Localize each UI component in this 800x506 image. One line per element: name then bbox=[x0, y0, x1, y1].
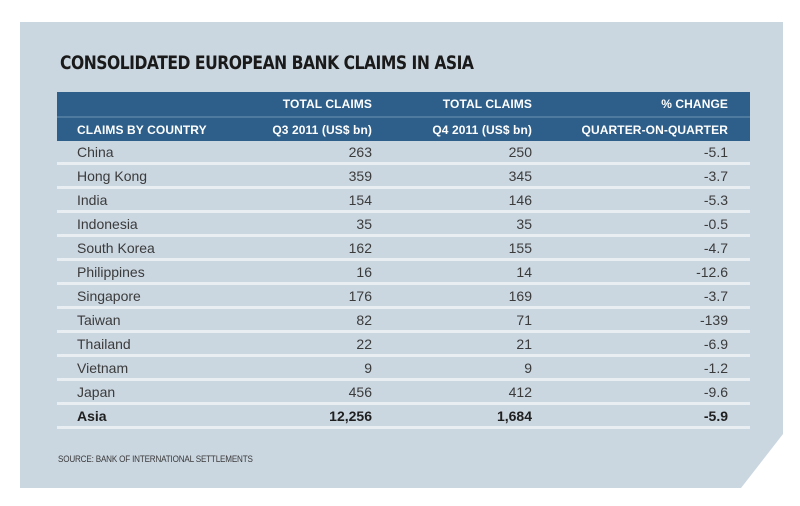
q4-cell: 155 bbox=[394, 235, 554, 261]
table-row: Thailand 22 21 -6.9 bbox=[57, 331, 750, 357]
q3-cell: 82 bbox=[237, 307, 394, 333]
q3-cell: 16 bbox=[237, 259, 394, 285]
country-cell: Taiwan bbox=[57, 307, 237, 333]
total-q3-cell: 12,256 bbox=[237, 403, 394, 429]
change-cell: -139 bbox=[554, 307, 750, 333]
q4-cell: 21 bbox=[394, 331, 554, 357]
country-cell: China bbox=[57, 141, 237, 165]
header-cell: Q4 2011 (US$ bn) bbox=[394, 116, 554, 141]
change-cell: -3.7 bbox=[554, 163, 750, 189]
header-cell: % CHANGE bbox=[554, 92, 750, 117]
change-cell: -1.2 bbox=[554, 355, 750, 381]
country-cell: Vietnam bbox=[57, 355, 237, 381]
header-cell: QUARTER-ON-QUARTER bbox=[554, 116, 750, 141]
change-cell: -9.6 bbox=[554, 379, 750, 405]
table-row: South Korea 162 155 -4.7 bbox=[57, 235, 750, 261]
infographic-panel: CONSOLIDATED EUROPEAN BANK CLAIMS IN ASI… bbox=[20, 22, 783, 488]
q3-cell: 162 bbox=[237, 235, 394, 261]
change-cell: -5.3 bbox=[554, 187, 750, 213]
table-row: Taiwan 82 71 -139 bbox=[57, 307, 750, 333]
country-cell: Singapore bbox=[57, 283, 237, 309]
table-row: Hong Kong 359 345 -3.7 bbox=[57, 163, 750, 189]
q3-cell: 263 bbox=[237, 141, 394, 165]
total-label-cell: Asia bbox=[57, 403, 237, 429]
q3-cell: 456 bbox=[237, 379, 394, 405]
q3-cell: 176 bbox=[237, 283, 394, 309]
country-cell: India bbox=[57, 187, 237, 213]
country-cell: Japan bbox=[57, 379, 237, 405]
table-row: Japan 456 412 -9.6 bbox=[57, 379, 750, 405]
change-cell: -5.1 bbox=[554, 141, 750, 165]
q3-cell: 154 bbox=[237, 187, 394, 213]
change-cell: -0.5 bbox=[554, 211, 750, 237]
header-row-2: CLAIMS BY COUNTRY Q3 2011 (US$ bn) Q4 20… bbox=[57, 116, 750, 141]
q4-cell: 35 bbox=[394, 211, 554, 237]
q4-cell: 250 bbox=[394, 141, 554, 165]
country-cell: Hong Kong bbox=[57, 163, 237, 189]
header-cell: CLAIMS BY COUNTRY bbox=[57, 116, 237, 141]
total-q4-cell: 1,684 bbox=[394, 403, 554, 429]
total-change-cell: -5.9 bbox=[554, 403, 750, 429]
q4-cell: 169 bbox=[394, 283, 554, 309]
change-cell: -3.7 bbox=[554, 283, 750, 309]
change-cell: -12.6 bbox=[554, 259, 750, 285]
q4-cell: 412 bbox=[394, 379, 554, 405]
header-cell: TOTAL CLAIMS bbox=[394, 92, 554, 117]
header-cell bbox=[57, 92, 237, 117]
q3-cell: 9 bbox=[237, 355, 394, 381]
table-row: China 263 250 -5.1 bbox=[57, 141, 750, 165]
source-note: SOURCE: BANK OF INTERNATIONAL SETTLEMENT… bbox=[58, 454, 253, 464]
country-cell: South Korea bbox=[57, 235, 237, 261]
change-cell: -6.9 bbox=[554, 331, 750, 357]
country-cell: Philippines bbox=[57, 259, 237, 285]
header-cell: TOTAL CLAIMS bbox=[237, 92, 394, 117]
table-row: India 154 146 -5.3 bbox=[57, 187, 750, 213]
country-cell: Thailand bbox=[57, 331, 237, 357]
q3-cell: 35 bbox=[237, 211, 394, 237]
header-row-1: TOTAL CLAIMS TOTAL CLAIMS % CHANGE bbox=[57, 92, 750, 117]
country-cell: Indonesia bbox=[57, 211, 237, 237]
table-row: Indonesia 35 35 -0.5 bbox=[57, 211, 750, 237]
change-cell: -4.7 bbox=[554, 235, 750, 261]
q4-cell: 146 bbox=[394, 187, 554, 213]
q4-cell: 345 bbox=[394, 163, 554, 189]
table-row: Vietnam 9 9 -1.2 bbox=[57, 355, 750, 381]
header-cell: Q3 2011 (US$ bn) bbox=[237, 116, 394, 141]
q3-cell: 22 bbox=[237, 331, 394, 357]
q3-cell: 359 bbox=[237, 163, 394, 189]
q4-cell: 14 bbox=[394, 259, 554, 285]
table-title: CONSOLIDATED EUROPEAN BANK CLAIMS IN ASI… bbox=[60, 52, 474, 74]
table-row: Singapore 176 169 -3.7 bbox=[57, 283, 750, 309]
table-row: Philippines 16 14 -12.6 bbox=[57, 259, 750, 285]
total-row: Asia 12,256 1,684 -5.9 bbox=[57, 403, 750, 429]
q4-cell: 71 bbox=[394, 307, 554, 333]
claims-table: TOTAL CLAIMS TOTAL CLAIMS % CHANGE CLAIM… bbox=[57, 92, 750, 429]
q4-cell: 9 bbox=[394, 355, 554, 381]
